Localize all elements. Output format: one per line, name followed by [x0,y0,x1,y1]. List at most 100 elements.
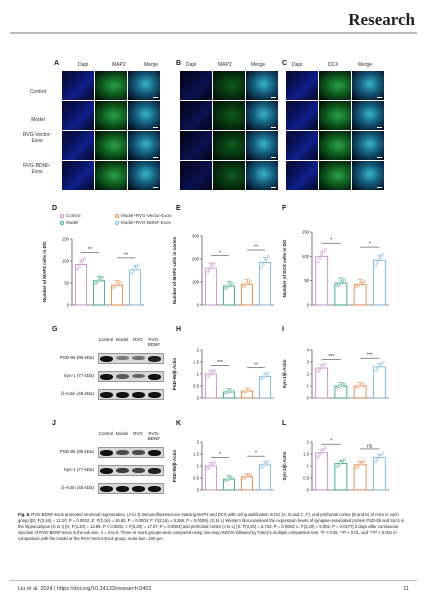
blot-row-label: PSD-95 (95 kDa) [59,355,94,360]
y-tick-label: 0 [67,303,70,308]
data-point [377,257,381,261]
blot-row-label: Syn-1 (77 kDa) [63,373,94,378]
row-label-model: Model [31,117,45,123]
data-point [76,267,80,271]
data-point [206,467,210,471]
micrograph-b-r4-c2 [213,161,245,190]
data-point [318,257,322,261]
chart-i: Syn-1/β-Actin 0 1 2 3 4 *** *** [282,348,389,401]
chart-d: Number of MAP2 cells in DG 0 50 100 150 ** ** [42,237,144,308]
y-tick-label: 0 [307,303,310,308]
col-header-c-dcx: DCX [328,62,339,68]
significance-label: * [330,439,332,445]
bar [372,259,386,306]
micrograph-b-r1-c2 [213,71,245,100]
significance-label: * [330,238,332,244]
data-point [335,465,339,469]
blot-strip [98,447,164,458]
y-tick-label: 1 [197,464,200,469]
data-point [206,271,210,275]
data-point [316,260,320,264]
scale-bar [377,187,382,188]
data-point [209,265,213,269]
micrograph-b-r2-c3 [246,101,278,130]
significance-label: * [219,250,221,256]
significance-label: ns [367,443,373,449]
y-axis-label: Number of MAP2 cells in cortex [172,236,177,304]
micrograph-a-r3-c1 [62,131,94,160]
significance-label: ** [88,247,92,253]
scale-bar [271,97,276,98]
micrograph-b-r2-c2 [213,101,245,130]
micrograph-a-r3-c3 [128,131,160,160]
data-point [376,366,380,370]
data-point [362,280,366,284]
significance-label: * [219,452,221,458]
data-point [113,284,117,288]
data-point [379,362,383,366]
data-point [358,462,362,466]
y-tick-label: 100 [62,259,70,264]
data-point [339,461,343,465]
blot-band [148,374,161,380]
panel-label-c: C [282,60,288,67]
micrograph-b-r2-c1 [180,101,212,130]
data-point [377,455,381,459]
data-point [118,280,122,284]
data-point [376,261,380,264]
y-tick-label: 2 [197,348,200,353]
blot-column-label: RVG- BDNF [147,337,161,348]
data-point [337,463,341,467]
blot-band [132,356,145,361]
significance-label: ** [254,245,258,251]
y-tick-label: 0.5 [303,476,309,481]
data-point [318,453,322,457]
scale-bar [377,97,382,98]
data-point [248,473,252,477]
y-tick-label: 3 [307,360,310,365]
col-header-c-dapi: Dapi [292,62,303,68]
data-point [266,255,270,258]
micrograph-b-r1-c3 [246,71,278,100]
scale-bar [377,157,382,158]
panel-label-l: L [282,420,287,427]
blot-column-label: Control [98,431,114,436]
micrograph-a-r4-c3 [128,161,160,190]
y-tick-label: 0 [197,303,200,308]
blot-band [148,450,161,456]
data-point [379,453,383,457]
data-point [265,257,269,261]
legend-label-bdnf: Model+RVG-BDNF-Exos [121,220,171,225]
data-point [343,458,346,462]
micrograph-a-r1-c1 [62,71,94,100]
y-tick-label: 50 [304,278,309,283]
panel-label-d: D [52,205,58,212]
y-tick-label: 50 [64,281,69,286]
blot-column-label: RVG [133,337,143,342]
footer-divider [10,580,417,581]
micrograph-b-r4-c3 [246,161,278,190]
y-tick-label: 1.5 [193,360,199,365]
panel-label-a: A [54,60,60,67]
data-point [211,263,215,267]
significance-label: *** [328,354,334,360]
blot-column-label: RVG [133,431,143,436]
panel-label-h: H [176,326,182,333]
data-point [82,257,86,261]
y-tick-label: 2 [307,372,310,377]
y-tick-label: 200 [192,257,200,262]
micrograph-c-r1-c2 [319,71,351,100]
blot-band [132,392,145,398]
legend-item-model: Model [60,220,78,225]
data-point [243,283,247,287]
blot-band [148,356,161,362]
data-point [261,263,265,267]
data-point [343,278,346,282]
blot-band [148,468,161,474]
y-tick-label: 1.5 [193,452,199,457]
significance-label: * [369,242,371,248]
data-point [321,250,325,254]
blot-strip [98,465,164,476]
data-point [207,373,211,377]
micrograph-b-r3-c3 [246,131,278,160]
